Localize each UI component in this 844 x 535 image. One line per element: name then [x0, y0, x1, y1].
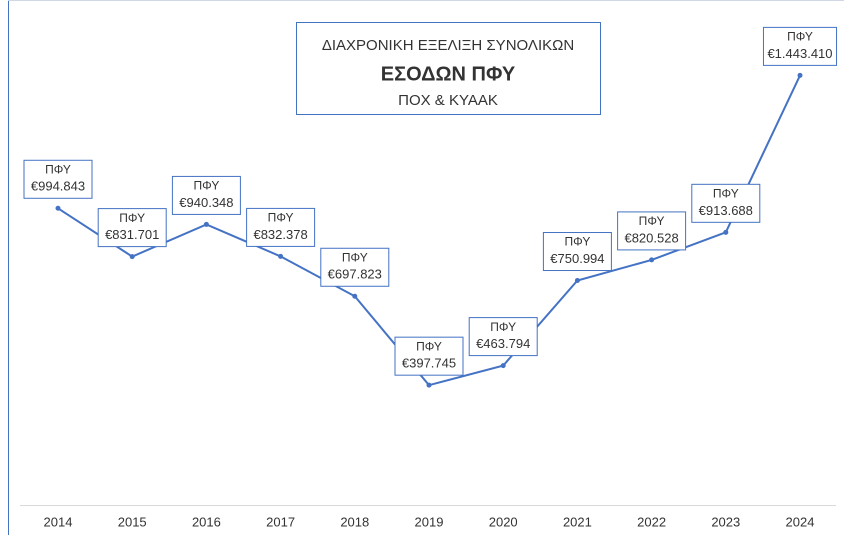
- data-label-name: ΠΦΥ: [564, 235, 590, 249]
- data-label: €940.348: [179, 195, 233, 210]
- data-label-name: ΠΦΥ: [416, 339, 442, 353]
- marker: [55, 205, 61, 211]
- data-label-box: [320, 247, 390, 287]
- data-label-box: [762, 26, 838, 66]
- chart-title: ΠΟΧ & ΚΥΑΑΚ: [398, 92, 498, 109]
- data-label-name: ΠΦΥ: [193, 179, 219, 193]
- data-label: €750.994: [550, 251, 604, 266]
- x-tick-label: 2017: [266, 514, 295, 529]
- data-label-name: ΠΦΥ: [713, 186, 739, 200]
- marker: [426, 382, 432, 388]
- x-tick-label: 2021: [563, 514, 592, 529]
- marker: [278, 253, 284, 259]
- marker: [797, 72, 803, 78]
- x-tick-label: 2019: [415, 514, 444, 529]
- data-label-name: ΠΦΥ: [342, 250, 368, 264]
- chart-title: ΕΣΟΔΩΝ ΠΦΥ: [381, 63, 516, 85]
- data-label-name: ΠΦΥ: [268, 211, 294, 225]
- data-label: €820.528: [624, 230, 678, 245]
- marker: [500, 363, 506, 369]
- x-tick-label: 2015: [118, 514, 147, 529]
- data-label-name: ΠΦΥ: [45, 162, 71, 176]
- data-label: €1.443.410: [767, 46, 832, 61]
- x-tick-label: 2016: [192, 514, 221, 529]
- data-label-box: [468, 317, 538, 357]
- data-label: €397.745: [402, 356, 456, 371]
- x-tick-label: 2024: [786, 514, 815, 529]
- marker: [723, 229, 729, 235]
- x-tick-label: 2022: [637, 514, 666, 529]
- data-label-name: ΠΦΥ: [787, 30, 813, 44]
- x-tick-label: 2014: [44, 514, 73, 529]
- data-label-box: [617, 211, 687, 251]
- data-label-box: [171, 175, 241, 215]
- data-label-box: [97, 208, 167, 248]
- x-tick-label: 2018: [340, 514, 369, 529]
- title-box: [296, 22, 601, 115]
- data-label: €463.794: [476, 336, 530, 351]
- data-label-box: [691, 183, 761, 223]
- data-label-box: [246, 207, 316, 247]
- data-label-name: ΠΦΥ: [490, 320, 516, 334]
- data-label: €832.378: [253, 227, 307, 242]
- data-label-name: ΠΦΥ: [119, 211, 145, 225]
- data-label-box: [394, 336, 464, 376]
- data-label-name: ΠΦΥ: [639, 214, 665, 228]
- chart-title: ΔΙΑΧΡΟΝΙΚΗ ΕΞΕΛΙΞΗ ΣΥΝΟΛΙΚΩΝ: [322, 37, 574, 54]
- x-tick-label: 2023: [711, 514, 740, 529]
- marker: [649, 257, 655, 263]
- marker: [129, 254, 135, 260]
- marker: [352, 293, 358, 299]
- data-label-box: [542, 232, 612, 272]
- data-label-box: [23, 159, 93, 199]
- marker: [574, 278, 580, 284]
- data-label: €913.688: [699, 203, 753, 218]
- marker: [203, 221, 209, 227]
- data-label: €697.823: [328, 267, 382, 282]
- data-label: €994.843: [31, 179, 85, 194]
- data-label: €831.701: [105, 227, 159, 242]
- x-tick-label: 2020: [489, 514, 518, 529]
